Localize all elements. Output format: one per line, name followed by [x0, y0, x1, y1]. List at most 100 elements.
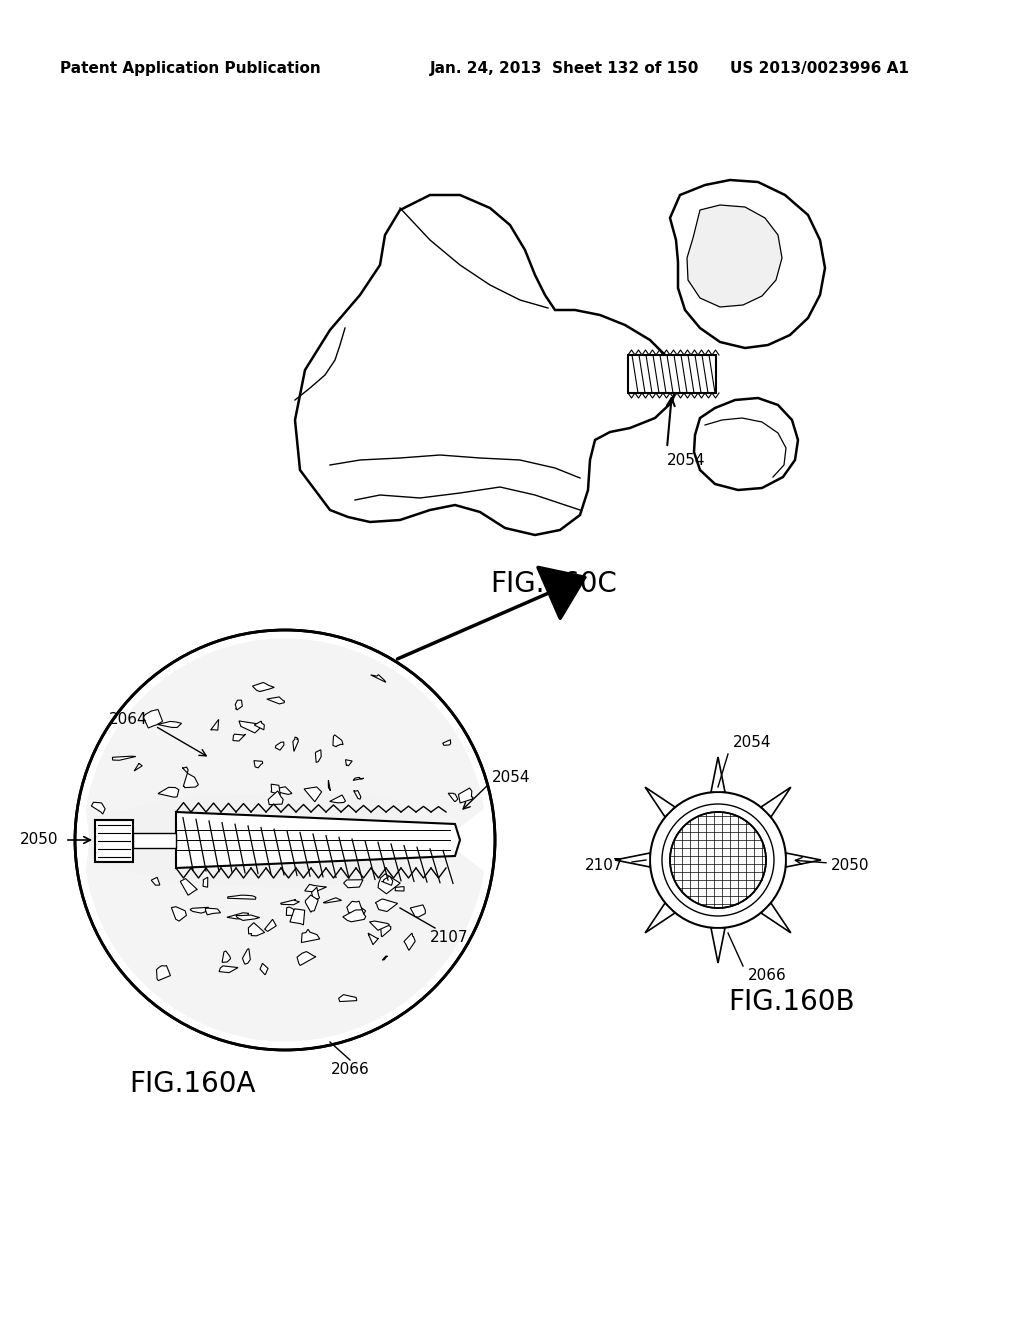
- Text: 2050: 2050: [19, 833, 58, 847]
- Polygon shape: [786, 853, 821, 867]
- Polygon shape: [297, 952, 315, 965]
- Polygon shape: [403, 933, 415, 950]
- Polygon shape: [670, 180, 825, 348]
- Polygon shape: [378, 874, 400, 894]
- Polygon shape: [157, 965, 170, 981]
- Polygon shape: [354, 906, 366, 919]
- Polygon shape: [315, 750, 322, 763]
- Polygon shape: [254, 760, 263, 768]
- Polygon shape: [645, 787, 675, 817]
- Polygon shape: [259, 686, 270, 692]
- Bar: [133, 833, 176, 847]
- Bar: [95, 820, 133, 862]
- Polygon shape: [442, 739, 451, 746]
- Polygon shape: [339, 995, 356, 1002]
- Polygon shape: [222, 950, 230, 962]
- Text: 2107: 2107: [430, 931, 469, 945]
- Polygon shape: [249, 923, 264, 936]
- Polygon shape: [203, 878, 208, 887]
- Polygon shape: [183, 774, 199, 788]
- Polygon shape: [253, 682, 274, 692]
- Polygon shape: [324, 898, 342, 903]
- Polygon shape: [353, 791, 360, 799]
- Polygon shape: [176, 812, 460, 869]
- Polygon shape: [205, 908, 220, 915]
- Polygon shape: [91, 803, 105, 814]
- Text: 2050: 2050: [831, 858, 869, 873]
- Polygon shape: [343, 909, 366, 921]
- Polygon shape: [182, 767, 188, 772]
- Polygon shape: [152, 878, 160, 886]
- Polygon shape: [382, 876, 393, 886]
- Polygon shape: [113, 756, 136, 760]
- Polygon shape: [304, 787, 322, 801]
- Text: FIG.160B: FIG.160B: [728, 987, 855, 1016]
- Text: 2066: 2066: [748, 968, 786, 983]
- Polygon shape: [268, 791, 283, 805]
- Polygon shape: [287, 907, 297, 915]
- Polygon shape: [293, 737, 298, 751]
- Polygon shape: [86, 792, 484, 1041]
- Polygon shape: [275, 742, 284, 750]
- Polygon shape: [158, 787, 179, 797]
- Polygon shape: [236, 700, 243, 710]
- Polygon shape: [381, 925, 391, 937]
- Polygon shape: [260, 964, 268, 974]
- Polygon shape: [272, 787, 292, 795]
- Polygon shape: [711, 756, 725, 792]
- Polygon shape: [227, 912, 249, 919]
- Polygon shape: [645, 903, 675, 933]
- Text: 2107: 2107: [585, 858, 624, 873]
- Polygon shape: [459, 788, 473, 803]
- Text: 2066: 2066: [331, 1063, 370, 1077]
- Polygon shape: [615, 853, 650, 867]
- Polygon shape: [236, 915, 260, 920]
- Polygon shape: [211, 719, 219, 730]
- Polygon shape: [305, 884, 327, 892]
- Polygon shape: [761, 903, 791, 933]
- Polygon shape: [382, 956, 387, 960]
- Polygon shape: [370, 921, 389, 931]
- Polygon shape: [158, 722, 181, 727]
- Polygon shape: [376, 899, 397, 912]
- FancyArrowPatch shape: [397, 568, 585, 659]
- Polygon shape: [239, 721, 262, 733]
- Polygon shape: [101, 832, 113, 843]
- Polygon shape: [411, 906, 425, 917]
- Polygon shape: [171, 907, 186, 921]
- Polygon shape: [333, 735, 343, 747]
- Polygon shape: [345, 760, 352, 766]
- Polygon shape: [180, 879, 198, 895]
- Polygon shape: [301, 929, 319, 942]
- Polygon shape: [219, 966, 238, 973]
- Polygon shape: [305, 895, 318, 912]
- Polygon shape: [395, 887, 404, 891]
- Polygon shape: [347, 902, 364, 913]
- Polygon shape: [329, 780, 331, 791]
- Polygon shape: [267, 697, 285, 704]
- Polygon shape: [449, 793, 458, 801]
- Polygon shape: [694, 399, 798, 490]
- Polygon shape: [143, 709, 163, 729]
- Text: Patent Application Publication: Patent Application Publication: [60, 61, 321, 75]
- Polygon shape: [232, 734, 246, 741]
- Text: Jan. 24, 2013  Sheet 132 of 150: Jan. 24, 2013 Sheet 132 of 150: [430, 61, 699, 75]
- Text: FIG.160A: FIG.160A: [129, 1071, 255, 1098]
- Polygon shape: [134, 763, 142, 771]
- Text: US 2013/0023996 A1: US 2013/0023996 A1: [730, 61, 909, 75]
- Polygon shape: [271, 784, 281, 795]
- Text: 2054: 2054: [733, 735, 771, 750]
- Bar: [628, 355, 716, 393]
- Polygon shape: [86, 639, 484, 888]
- Text: 2064: 2064: [110, 713, 148, 727]
- Polygon shape: [311, 887, 319, 899]
- Polygon shape: [371, 675, 386, 682]
- Circle shape: [670, 812, 766, 908]
- Polygon shape: [368, 933, 379, 945]
- Circle shape: [75, 630, 495, 1049]
- Polygon shape: [330, 795, 345, 803]
- Polygon shape: [344, 879, 362, 888]
- Polygon shape: [281, 899, 299, 904]
- Polygon shape: [243, 949, 250, 964]
- Polygon shape: [687, 205, 782, 308]
